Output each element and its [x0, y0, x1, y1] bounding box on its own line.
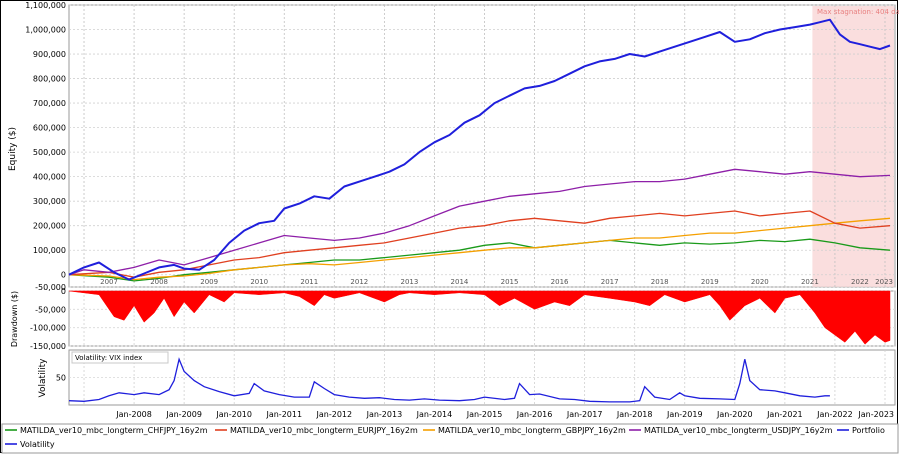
x-tick-label: Jan-2010	[215, 410, 252, 419]
drawdown-ytick-label: -150,000	[30, 342, 66, 351]
x-tick-label: Jan-2017	[566, 410, 603, 419]
drawdown-area	[68, 290, 891, 345]
vix-annotation: Volatility: VIX index	[75, 354, 142, 362]
legend-item-label: MATILDA_ver10_mbc_longterm_CHFJPY_16y2m	[20, 426, 208, 435]
series-line-matilda-ver10-mbc-longterm-eurjpy-16y2m	[68, 210, 891, 278]
drawdown-ytick-label: 0	[61, 287, 66, 296]
x-tick-label: Jan-2021	[766, 410, 803, 419]
stagnation-highlight	[812, 6, 894, 287]
volatility-line	[68, 357, 830, 403]
equity-ytick-label: 900,000	[33, 50, 66, 59]
x-tick-label: Jan-2019	[666, 410, 703, 419]
year-label: 2020	[751, 278, 769, 286]
x-tick-label: Jan-2023	[857, 410, 894, 419]
x-tick-label: Jan-2015	[466, 410, 503, 419]
x-tick-label: Jan-2016	[516, 410, 553, 419]
year-label: 2023	[875, 278, 893, 286]
year-label: 2010	[250, 278, 268, 286]
year-label: 2017	[601, 278, 619, 286]
equity-ytick-label: 400,000	[33, 173, 66, 182]
year-label: 2014	[451, 278, 469, 286]
year-label: 2013	[400, 278, 418, 286]
year-label: 2016	[551, 278, 569, 286]
legend-item-label: MATILDA_ver10_mbc_longterm_EURJPY_16y2m	[230, 426, 418, 435]
equity-ytick-label: 700,000	[33, 99, 66, 108]
drawdown-ylabel: Drawdown ($)	[10, 291, 19, 347]
series-line-matilda-ver10-mbc-longterm-usdjpy-16y2m	[68, 168, 891, 276]
x-tick-label: Jan-2011	[265, 410, 302, 419]
series-line-matilda-ver10-mbc-longterm-chfjpy-16y2m	[68, 238, 891, 282]
year-label: 2012	[350, 278, 368, 286]
equity-ytick-label: 0	[61, 271, 66, 280]
equity-ytick-label: 500,000	[33, 148, 66, 157]
equity-ytick-label: 100,000	[33, 246, 66, 255]
year-label: 2021	[801, 278, 819, 286]
x-tick-label: Jan-2014	[416, 410, 453, 419]
drawdown-ytick-label: -50,000	[35, 305, 66, 314]
legend-box	[1, 423, 899, 454]
volatility-ylabel: Volatility	[38, 358, 48, 398]
x-tick-label: Jan-2009	[165, 410, 202, 419]
stagnation-label: Max stagnation: 404 da	[817, 8, 899, 16]
drawdown-plot-area	[68, 290, 896, 347]
equity-ytick-label: 800,000	[33, 75, 66, 84]
equity-ytick-label: -50,000	[35, 283, 66, 292]
equity-ytick-label: 300,000	[33, 197, 66, 206]
year-label: 2011	[300, 278, 318, 286]
x-tick-label: Jan-2008	[115, 410, 152, 419]
legend-item-label: MATILDA_ver10_mbc_longterm_USDJPY_16y2m	[644, 426, 833, 435]
year-label: 2008	[150, 278, 168, 286]
year-label: 2018	[651, 278, 669, 286]
legend: MATILDA_ver10_mbc_longterm_CHFJPY_16y2m M…	[5, 426, 885, 449]
vix-annotation-box	[71, 351, 169, 364]
series-line-matilda-ver10-mbc-longterm-gbpjpy-16y2m	[68, 217, 891, 281]
year-label: 2022	[851, 278, 869, 286]
year-label: 2015	[501, 278, 519, 286]
x-tick-label: Jan-2022	[816, 410, 853, 419]
equity-ytick-label: 1,100,000	[25, 1, 66, 10]
year-label: 2007	[100, 278, 118, 286]
equity-plot-area	[68, 4, 896, 288]
x-tick-label: Jan-2020	[716, 410, 753, 419]
equity-ylabel: Equity ($)	[8, 127, 18, 171]
year-label: 2009	[200, 278, 218, 286]
equity-ytick-label: 200,000	[33, 222, 66, 231]
x-tick-label: Jan-2018	[616, 410, 653, 419]
x-tick-label: Jan-2012	[316, 410, 353, 419]
drawdown-ytick-label: -100,000	[30, 324, 66, 333]
legend-item-label: MATILDA_ver10_mbc_longterm_GBPJPY_16y2m	[438, 426, 626, 435]
volatility-ytick-label: 50	[56, 374, 66, 383]
equity-ytick-label: 1,000,000	[25, 26, 66, 35]
legend-item-label: Volatility	[20, 440, 55, 449]
equity-ytick-label: 600,000	[33, 124, 66, 133]
x-tick-label: Jan-2013	[366, 410, 403, 419]
year-label: 2019	[701, 278, 719, 286]
legend-item-label: Portfolio	[852, 426, 885, 435]
series-line-portfolio	[68, 18, 891, 281]
